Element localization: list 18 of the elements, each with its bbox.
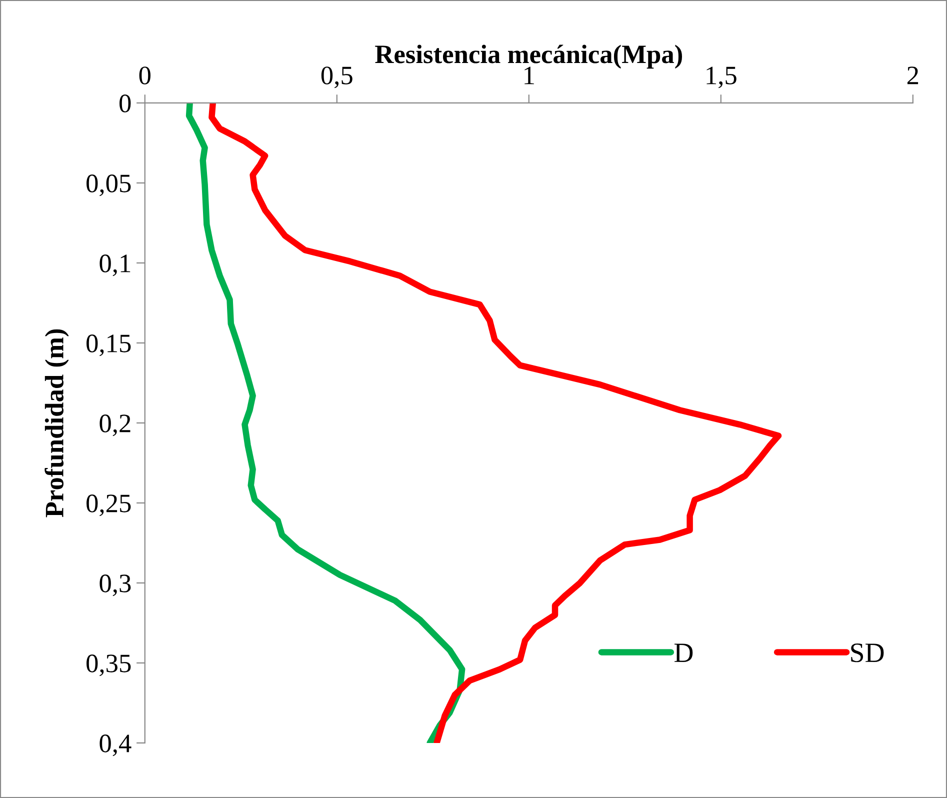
y-tick-label: 0,25 <box>86 494 131 516</box>
x-tick-label: 0 <box>139 66 150 84</box>
legend-label: SD <box>851 644 884 662</box>
y-tick-label: 0 <box>120 94 131 112</box>
x-axis-title: Resistencia mecánica(Mpa) <box>375 44 682 69</box>
x-tick-label: 1,5 <box>706 66 736 88</box>
y-tick-label: 0,3 <box>100 574 131 596</box>
x-tick-label: 2 <box>907 66 918 84</box>
x-tick-label: 1 <box>524 66 534 84</box>
y-tick-label: 0,35 <box>86 654 131 676</box>
x-tick-label: 0,5 <box>321 66 352 88</box>
legend-label: D <box>674 644 693 662</box>
y-axis-title: Profundidad (m) <box>44 329 69 518</box>
y-tick-label: 0,1 <box>100 254 130 276</box>
y-tick-label: 0,2 <box>100 414 130 436</box>
y-tick-label: 0,05 <box>86 174 131 196</box>
y-tick-label: 0,15 <box>86 334 131 356</box>
y-tick-label: 0,4 <box>100 734 132 756</box>
